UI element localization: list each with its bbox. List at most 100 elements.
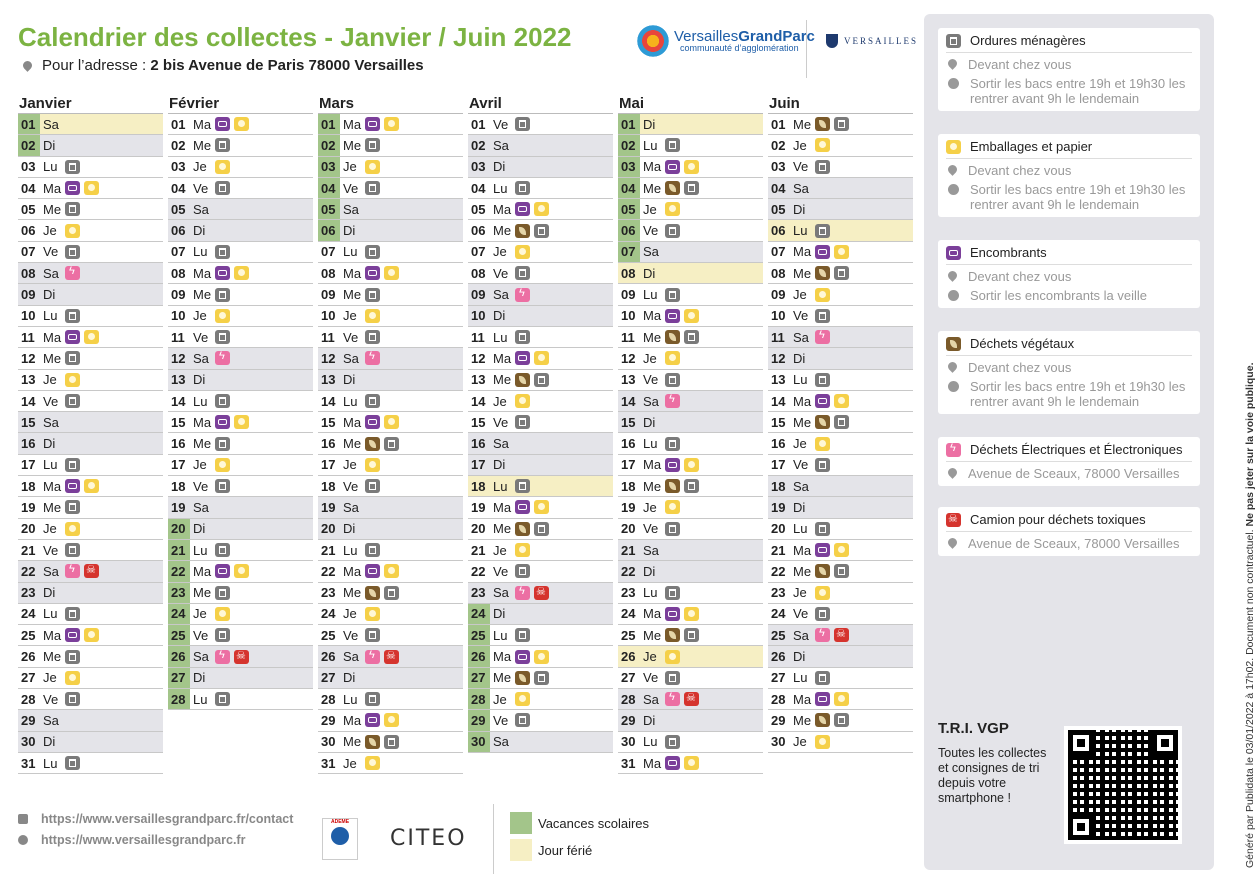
day-row: 19 Ma	[468, 497, 613, 519]
versailles-logo[interactable]: VERSAILLES	[826, 34, 918, 48]
clock-icon	[948, 381, 959, 392]
trash-bin-icon	[65, 308, 80, 323]
weekday: Di	[493, 308, 506, 324]
day-row: 16 Je	[768, 433, 913, 455]
month-column: Mars 01 Ma 02 Me 03 Je 04 Ve 05 Sa 06 Di 07 Lu 08 Ma 09 Me…	[318, 94, 463, 775]
weekday: Di	[343, 372, 356, 388]
weekday: Lu	[493, 329, 508, 345]
weekday: Me	[793, 712, 812, 728]
packaging-icon	[815, 585, 830, 600]
qr-code[interactable]	[1064, 726, 1182, 844]
day-number: 27	[468, 667, 490, 689]
day-row: 18 Sa	[768, 476, 913, 498]
legend-card: Déchets Électriques et Électroniques Aven…	[938, 437, 1200, 486]
month-header: Juin	[768, 94, 913, 114]
weekday: Di	[43, 734, 56, 750]
weekday: Ve	[493, 414, 509, 430]
ademe-logo-text: ADEME	[330, 819, 350, 825]
electronic-waste-icon	[215, 350, 230, 366]
day-number: 23	[621, 585, 636, 601]
day-row: 17 Di	[468, 454, 613, 477]
weekday: Ve	[793, 457, 809, 473]
weekday: Me	[643, 180, 662, 196]
day-number: 13	[171, 372, 186, 388]
day-number: 22	[771, 563, 786, 579]
day-row: 08 Ve	[468, 263, 613, 285]
trash-bin-icon	[515, 479, 530, 494]
day-number: 17	[21, 457, 36, 473]
day-row: 20 Ve	[618, 519, 763, 540]
month-header: Janvier	[18, 94, 163, 114]
packaging-icon	[684, 606, 699, 621]
weekday: Sa	[493, 436, 509, 452]
day-number: 17	[621, 457, 636, 473]
day-number: 04	[471, 180, 486, 196]
day-row: 23 Je	[768, 583, 913, 604]
day-number: 14	[171, 393, 186, 409]
versailles-grand-parc-logo[interactable]: VersaillesGrandParc communauté d’agglomé…	[636, 24, 815, 58]
trash-bin-icon	[65, 244, 80, 259]
day-number: 29	[468, 710, 490, 731]
day-number: 30	[21, 734, 36, 750]
footer-contact-link[interactable]: https://www.versaillesgrandparc.fr/conta…	[18, 812, 293, 826]
weekday: Je	[493, 542, 507, 558]
electronic-waste-icon	[815, 627, 830, 643]
day-number: 31	[321, 755, 336, 771]
trash-bin-icon	[384, 734, 399, 749]
bulky-items-icon	[815, 692, 830, 707]
day-number: 10	[471, 308, 486, 324]
trash-bin-icon	[365, 692, 380, 707]
legend-card-line: Avenue de Sceaux, 78000 Versailles	[946, 462, 1192, 481]
day-number: 28	[621, 691, 636, 707]
packaging-icon	[684, 159, 699, 174]
bulky-items-icon	[365, 117, 380, 132]
day-number: 01	[18, 114, 40, 135]
day-row: 18 Ve	[168, 476, 313, 498]
day-number: 31	[21, 755, 36, 771]
day-number: 21	[471, 542, 486, 558]
day-number: 29	[621, 712, 636, 728]
weekday: Di	[493, 606, 506, 622]
day-row: 14 Lu	[168, 391, 313, 413]
toxic-waste-icon	[84, 563, 99, 579]
footer-site-link[interactable]: https://www.versaillesgrandparc.fr	[18, 833, 245, 847]
day-row: 12 Sa	[168, 348, 313, 370]
weekday: Sa	[193, 201, 209, 217]
trash-bin-icon	[215, 692, 230, 707]
packaging-icon	[384, 117, 399, 132]
day-row: 07 Lu	[168, 242, 313, 264]
day-number: 20	[168, 518, 190, 539]
weekday: Sa	[343, 201, 359, 217]
day-number: 16	[621, 436, 636, 452]
weekday: Ve	[793, 308, 809, 324]
location-pin-icon	[946, 163, 959, 176]
day-row: 01 Di	[618, 114, 763, 136]
packaging-icon	[665, 500, 680, 515]
day-number: 07	[471, 244, 486, 260]
day-row: 04 Me	[618, 177, 763, 200]
legend-card-title-text: Encombrants	[970, 245, 1047, 260]
weekday: Ma	[643, 457, 662, 473]
day-number: 29	[321, 712, 336, 728]
day-number: 25	[468, 625, 490, 646]
day-number: 15	[471, 414, 486, 430]
day-row: 15 Ve	[468, 412, 613, 434]
ferie-swatch	[510, 839, 532, 861]
packaging-icon	[215, 457, 230, 472]
day-row: 07 Je	[468, 242, 613, 264]
legend-card: Déchets végétaux Devant chez vous Sortir l…	[938, 331, 1200, 414]
day-row: 16 Di	[18, 433, 163, 455]
weekday: Di	[43, 137, 56, 153]
day-row: 14 Lu	[318, 391, 463, 413]
day-row: 23 Me	[168, 582, 313, 604]
day-row: 10 Je	[168, 306, 313, 327]
electronic-waste-icon	[65, 265, 80, 281]
day-row: 08 Ma	[318, 263, 463, 285]
weekday: Lu	[793, 521, 808, 537]
day-row: 24 Je	[168, 603, 313, 626]
day-number: 28	[168, 689, 190, 710]
day-number: 02	[618, 135, 640, 156]
day-row: 29 Di	[618, 710, 763, 732]
bulky-items-icon	[365, 564, 380, 579]
legend-card-line: Devant chez vous	[946, 53, 1192, 72]
